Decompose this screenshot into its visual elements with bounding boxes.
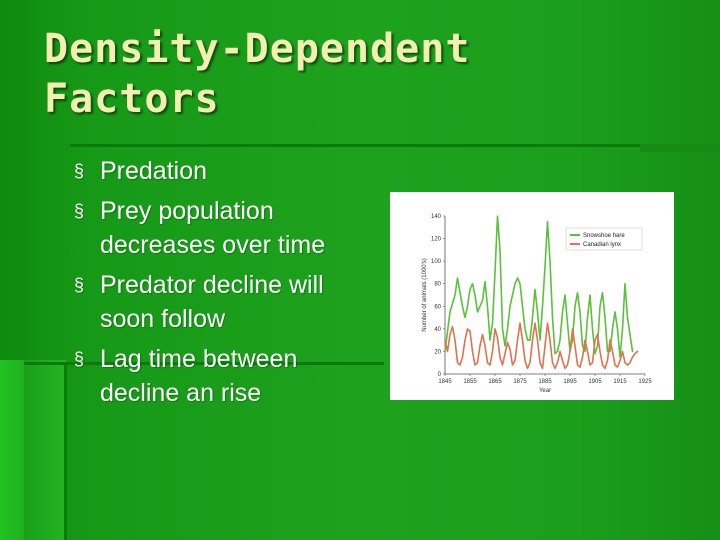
decor-bar-left [0,360,24,540]
chart-svg: 0 20 40 60 80 100 120 140 1845 1855 1865 1875 1885 18… [422,214,652,394]
decor-rule-vertical [64,365,67,540]
y-tick-label: 100 [431,259,442,265]
legend-box [565,227,643,251]
x-tick-label: 1875 [513,379,527,385]
x-tick-label: 1865 [488,379,502,385]
x-tick-label: 1855 [463,379,477,385]
bullet-marker-icon: § [74,275,85,295]
decor-rule-horizontal-right [640,144,720,152]
bullet-marker-icon: § [74,201,85,221]
bullet-text: Prey population decreases over time [100,197,326,259]
x-tick-label: 1885 [538,379,552,385]
bullet-item: § Lag time between decline an rise [74,342,374,410]
x-tick-label: 1905 [588,379,602,385]
x-axis-label: Year [539,388,551,394]
bullet-list: § Predation § Prey population decreases ov… [74,154,374,416]
series-line-lynx [444,322,639,370]
y-tick-label: 60 [434,304,441,310]
decor-bar-left-inner [24,360,66,540]
x-tick-label: 1895 [563,379,577,385]
y-tick-label: 0 [438,372,442,378]
decor-rule-horizontal [70,144,640,147]
bullet-marker-icon: § [74,349,85,369]
y-tick-label: 140 [431,214,442,220]
y-tick-label: 120 [431,237,442,243]
legend-label: Canadian lynx [583,242,621,248]
y-tick-label: 80 [434,282,441,288]
legend-label: Snowshoe hare [583,233,625,239]
x-tick-label: 1915 [613,379,627,385]
series-line-hare [444,215,634,358]
x-tick-label: 1845 [438,379,452,385]
y-tick-label: 20 [434,349,441,355]
decor-rule-horizontal-lower [24,362,384,365]
slide-title-line-2: Factors [44,76,220,122]
population-chart: 0 20 40 60 80 100 120 140 1845 1855 1865 1875 1885 18… [390,192,674,400]
y-axis-label: Number of animals (1000's) [422,258,428,332]
bullet-item: § Prey population decreases over time [74,194,374,262]
slide-title-line-1: Density-Dependent [44,26,471,72]
bullet-item: § Predation [74,154,374,188]
x-tick-label: 1925 [638,379,652,385]
y-tick-label: 40 [434,327,441,333]
bullet-marker-icon: § [74,161,85,181]
bullet-text: Predator decline will soon follow [100,271,324,333]
slide-title: Density-Dependent Factors [44,24,564,124]
bullet-item: § Predator decline will soon follow [74,268,374,336]
bullet-text: Lag time between decline an rise [100,345,298,407]
bullet-text: Predation [100,157,208,185]
